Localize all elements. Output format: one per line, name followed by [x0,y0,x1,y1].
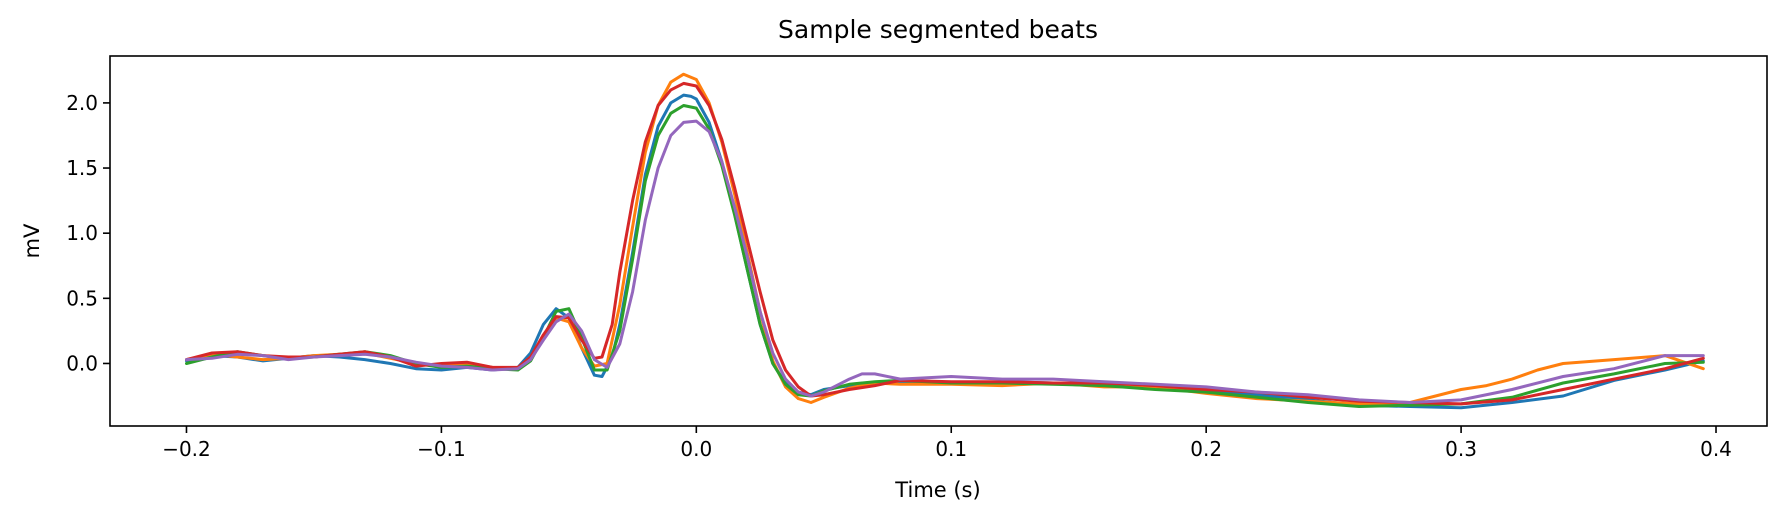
y-axis-label: mV [20,223,44,258]
x-tick-label: 0.4 [1700,437,1732,461]
chart-title: Sample segmented beats [778,15,1098,44]
series-line-5 [185,119,1705,404]
x-tick-label: 0.0 [680,437,712,461]
plot-frame [109,55,1768,427]
x-axis-label: Time (s) [894,478,980,502]
y-tick-label: 0.0 [66,351,98,375]
y-axis: 0.0 0.5 1.0 1.5 2.0 [66,91,110,375]
y-tick-label: 1.0 [66,221,98,245]
x-tick-label: 0.2 [1190,437,1222,461]
x-axis: −0.2 −0.1 0.0 0.1 0.2 0.3 0.4 [162,426,1732,461]
x-tick-label: −0.1 [417,437,466,461]
y-tick-label: 2.0 [66,91,98,115]
series-group [185,72,1705,410]
x-tick-label: −0.2 [162,437,211,461]
y-tick-label: 0.5 [66,286,98,310]
x-tick-label: 0.1 [935,437,967,461]
plot-area [185,72,1705,410]
x-tick-label: 0.3 [1445,437,1477,461]
y-tick-label: 1.5 [66,156,98,180]
